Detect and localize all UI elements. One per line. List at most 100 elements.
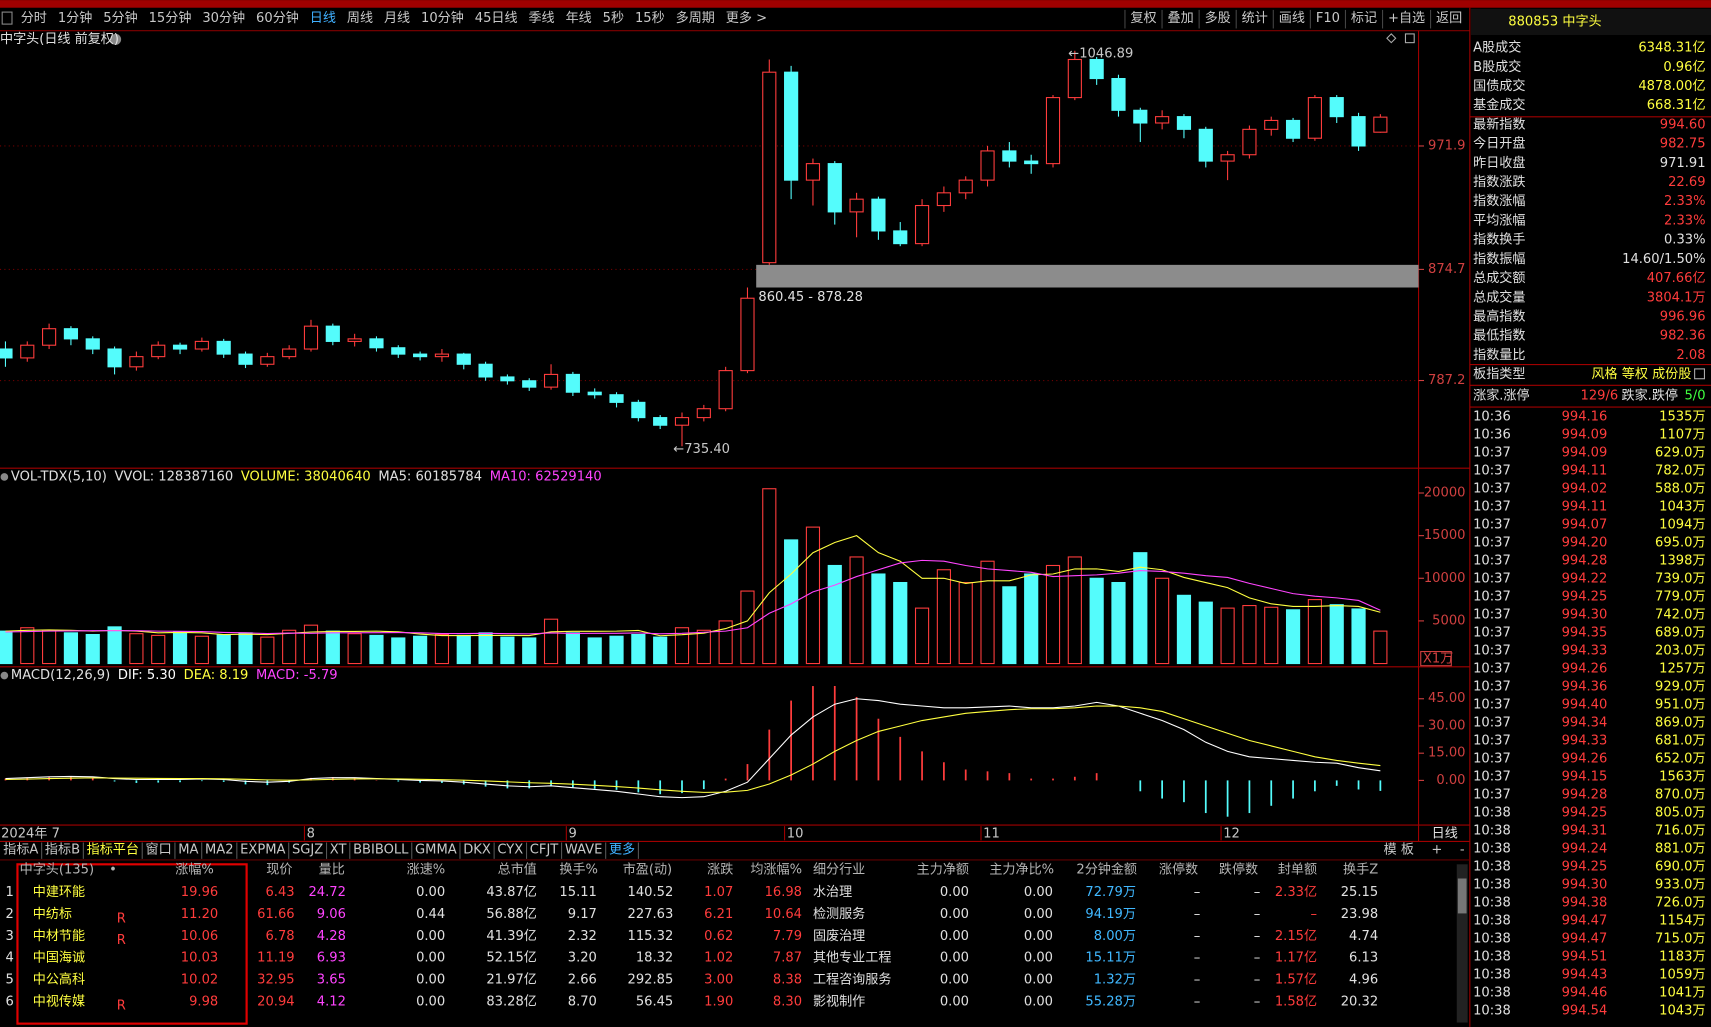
- column-header[interactable]: 总市值: [498, 860, 537, 877]
- column-header[interactable]: 市盈(动): [623, 860, 672, 877]
- column-header[interactable]: 均涨幅%: [750, 861, 802, 877]
- period-button[interactable]: 30分钟: [202, 9, 245, 26]
- column-header[interactable]: 封单额: [1278, 861, 1317, 877]
- volume-bar: [391, 637, 406, 665]
- period-button[interactable]: 5秒: [603, 10, 624, 26]
- column-header[interactable]: 涨停数: [1159, 860, 1198, 877]
- candle-body: [849, 198, 864, 213]
- legend-text: MACD: -5.79: [256, 668, 338, 683]
- column-header[interactable]: 2分钟金额: [1076, 860, 1137, 877]
- column-header[interactable]: 现价: [266, 862, 292, 877]
- volume-bar: [543, 618, 559, 665]
- board-icon: [1694, 368, 1705, 380]
- column-header[interactable]: •: [109, 862, 117, 877]
- indicator-tab[interactable]: MA: [178, 843, 198, 858]
- column-header[interactable]: 中字头(135): [20, 861, 94, 877]
- stock-name[interactable]: 中材节能: [33, 928, 85, 944]
- indicator-tab[interactable]: MA2: [205, 843, 234, 858]
- tab-button[interactable]: 模 板: [1384, 842, 1414, 858]
- tool-button[interactable]: 画线: [1279, 10, 1305, 26]
- table-cell: 0.00: [1024, 929, 1053, 944]
- period-button[interactable]: 15分钟: [149, 9, 192, 26]
- column-header[interactable]: 涨幅%: [175, 861, 214, 877]
- column-header[interactable]: 换手%: [559, 861, 598, 877]
- indicator-tab[interactable]: SGJZ: [292, 843, 323, 858]
- stock-name[interactable]: 中建环能: [33, 884, 85, 900]
- indicator-tab[interactable]: DKX: [463, 843, 491, 858]
- volume-bar: [1307, 599, 1322, 665]
- tick-price: 994.51: [1562, 950, 1608, 965]
- period-button[interactable]: 60分钟: [256, 9, 299, 26]
- table-cell: 83.28亿: [486, 993, 537, 1009]
- volume-bar: [1264, 606, 1279, 665]
- indicator-tab[interactable]: 指标B: [45, 842, 80, 858]
- column-header[interactable]: 细分行业: [813, 861, 865, 877]
- period-button[interactable]: 月线: [384, 10, 410, 26]
- tick-volume: 715.0万: [1655, 932, 1706, 947]
- column-header[interactable]: 主力净额: [917, 861, 969, 877]
- period-button[interactable]: 周线: [347, 10, 373, 26]
- stock-name[interactable]: 中国海诚: [33, 950, 85, 966]
- indicator-tab[interactable]: BBIBOLL: [353, 843, 409, 858]
- column-header[interactable]: 主力净比%: [989, 861, 1054, 877]
- tab-button[interactable]: +: [1431, 843, 1442, 858]
- column-header[interactable]: 量比: [319, 861, 345, 877]
- indicator-tab[interactable]: 指标平台: [87, 842, 139, 858]
- tool-button[interactable]: 统计: [1242, 10, 1268, 26]
- volume-bar: [282, 629, 297, 665]
- tool-button[interactable]: 多股: [1205, 9, 1231, 26]
- period-button[interactable]: 季线: [528, 10, 554, 26]
- table-cell: 0.00: [1024, 885, 1053, 900]
- tick-price: 994.02: [1562, 481, 1608, 496]
- indicator-tab[interactable]: XT: [330, 843, 348, 858]
- table-cell: 0.00: [416, 994, 445, 1009]
- period-button[interactable]: 45日线: [475, 10, 518, 26]
- candle-body: [85, 338, 100, 350]
- period-button[interactable]: 多周期: [676, 9, 715, 26]
- stock-name[interactable]: 中纺标: [33, 906, 72, 922]
- menu-icon[interactable]: [1, 11, 13, 25]
- period-button[interactable]: 10分钟: [421, 9, 464, 26]
- period-button[interactable]: 更多 >: [726, 9, 767, 26]
- period-button[interactable]: 日线: [310, 10, 336, 26]
- indicator-tab[interactable]: WAVE: [565, 843, 603, 858]
- stat-value: 407.66亿: [1647, 270, 1706, 286]
- column-header[interactable]: 涨速%: [407, 861, 446, 877]
- tool-button[interactable]: 标记: [1351, 10, 1377, 26]
- tick-time: 10:38: [1473, 932, 1511, 947]
- indicator-tab[interactable]: 窗口: [145, 841, 171, 858]
- period-button[interactable]: 分时: [21, 10, 47, 26]
- indicator-tab[interactable]: CFJT: [530, 843, 560, 858]
- indicator-tab[interactable]: 指标A: [3, 842, 38, 858]
- table-cell: 7.87: [773, 951, 802, 966]
- candle-body: [20, 344, 35, 359]
- tool-button[interactable]: 叠加: [1167, 10, 1193, 26]
- stat-value: 14.60/1.50%: [1622, 252, 1705, 267]
- period-button[interactable]: 1分钟: [58, 9, 92, 26]
- scroll-thumb[interactable]: [1457, 878, 1467, 914]
- tool-button[interactable]: F10: [1316, 11, 1340, 26]
- column-header[interactable]: 跌停数: [1219, 860, 1258, 877]
- indicator-tab[interactable]: GMMA: [415, 843, 457, 858]
- tool-button[interactable]: +自选: [1388, 10, 1425, 26]
- period-button[interactable]: 年线: [566, 10, 592, 26]
- stock-name[interactable]: 中视传媒: [33, 993, 85, 1009]
- candle-body: [914, 204, 930, 245]
- tick-volume: 870.0万: [1655, 788, 1706, 803]
- candle-body: [1045, 97, 1061, 165]
- column-header[interactable]: 换手Z: [1343, 861, 1378, 877]
- period-button[interactable]: 5分钟: [103, 9, 137, 26]
- stock-name[interactable]: 中公高科: [33, 970, 85, 987]
- table-cell: 7.79: [773, 929, 802, 944]
- indicator-tab[interactable]: CYX: [497, 843, 523, 858]
- tool-button[interactable]: 复权: [1130, 9, 1156, 26]
- indicator-tab[interactable]: EXPMA: [240, 843, 285, 858]
- table-cell: 8.38: [773, 972, 802, 987]
- period-button[interactable]: 15秒: [635, 10, 665, 26]
- tool-button[interactable]: 返回: [1436, 10, 1462, 26]
- tab-button[interactable]: -: [1460, 843, 1465, 858]
- column-header[interactable]: 涨跌: [707, 861, 733, 877]
- table-cell: 8.70: [568, 994, 597, 1009]
- indicator-tab[interactable]: 更多: [609, 841, 635, 858]
- scrollbar[interactable]: [1456, 864, 1468, 1023]
